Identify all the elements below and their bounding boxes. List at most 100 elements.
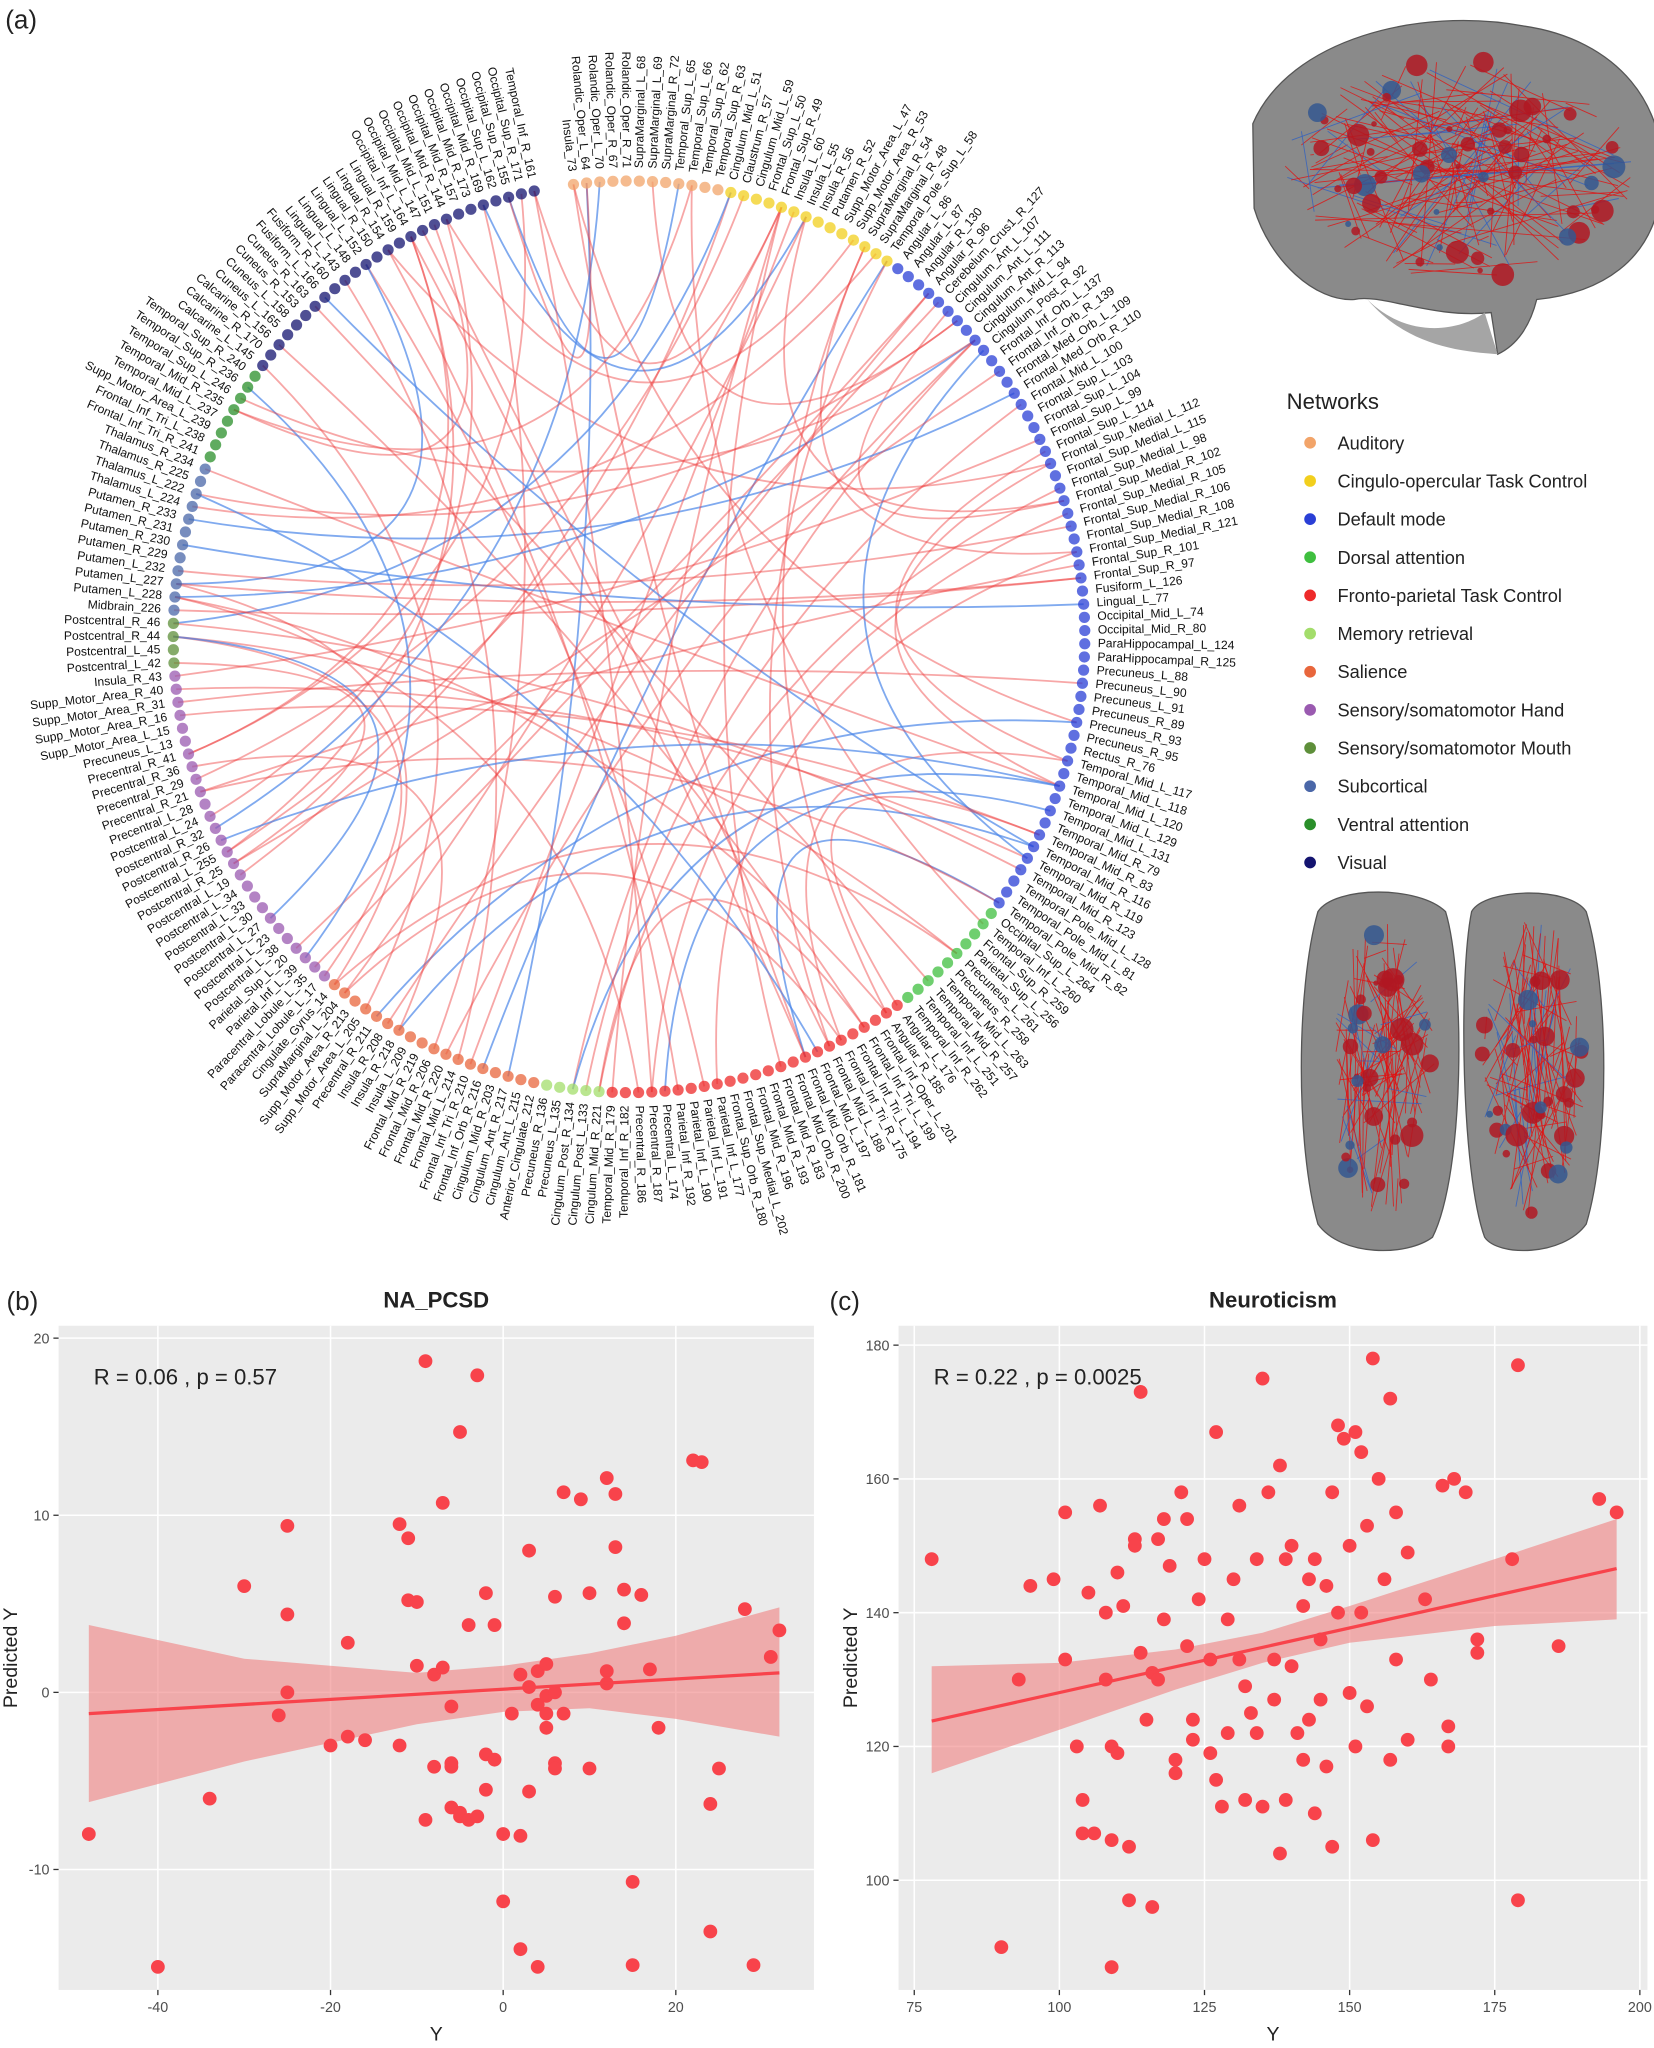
x-tick-label: 0 — [499, 2000, 507, 2016]
chord — [571, 339, 976, 1090]
chord — [324, 296, 1035, 848]
x-tick-label: 20 — [668, 2000, 684, 2016]
y-tick-label: 20 — [34, 1331, 50, 1347]
node — [382, 1017, 394, 1030]
brain-node — [1415, 257, 1425, 267]
node — [659, 1085, 671, 1097]
brain-node — [1338, 1158, 1358, 1178]
y-tick-label: 0 — [42, 1686, 50, 1702]
point — [1098, 1605, 1113, 1620]
chord — [819, 246, 1077, 555]
brain-node — [1491, 122, 1508, 138]
node — [174, 709, 186, 721]
brain-connection — [1404, 1051, 1408, 1114]
node — [194, 475, 207, 487]
point — [418, 1354, 433, 1369]
node — [167, 630, 179, 643]
chord — [174, 438, 1041, 678]
point — [1232, 1498, 1247, 1513]
point — [1342, 1686, 1357, 1700]
x-tick-label: 125 — [1193, 2000, 1217, 2016]
node — [515, 1074, 527, 1086]
point — [1377, 1572, 1392, 1587]
brain-connection — [1530, 990, 1547, 1120]
brain-node — [1470, 251, 1485, 265]
node-label: Postcentral_R_44 — [64, 629, 161, 643]
point — [651, 1720, 666, 1735]
point — [1046, 1572, 1061, 1587]
node — [1078, 651, 1090, 663]
node — [183, 513, 195, 525]
brain-node — [1433, 209, 1440, 215]
node — [221, 415, 234, 427]
brain-connection — [1335, 116, 1519, 161]
node — [1034, 433, 1046, 445]
node — [167, 617, 180, 629]
point — [1156, 1512, 1171, 1526]
brain-connection — [1470, 64, 1571, 112]
point — [1470, 1632, 1485, 1647]
brain-node — [1555, 1086, 1573, 1103]
point — [1185, 1712, 1200, 1727]
node — [699, 181, 711, 193]
chord — [233, 370, 1001, 865]
point — [1104, 1960, 1119, 1975]
legend-label: Memory retrieval — [1337, 623, 1473, 644]
point — [1354, 1445, 1369, 1460]
node — [360, 1003, 372, 1015]
brain-node — [1566, 205, 1580, 219]
chord — [572, 184, 807, 1058]
figure-content: (a)Insula_73Rolandic_Oper_L_64Rolandic_O… — [0, 5, 1654, 2046]
chord — [445, 339, 976, 1055]
point — [453, 1425, 467, 1439]
point — [444, 1699, 459, 1714]
point — [323, 1738, 338, 1753]
node-label: Temporal_Inf_R_182 — [617, 1105, 632, 1218]
point — [1307, 1806, 1322, 1821]
point — [1423, 1672, 1438, 1687]
legend-label: Sensory/somatomotor Hand — [1337, 699, 1564, 720]
chord — [314, 305, 929, 982]
brain-connection — [1524, 1135, 1572, 1160]
point — [1133, 1645, 1148, 1660]
legend-label: Sensory/somatomotor Mouth — [1337, 738, 1571, 759]
brain-node — [1345, 1140, 1355, 1150]
brain-node — [1374, 1036, 1392, 1054]
point — [1284, 1538, 1299, 1553]
chord — [295, 292, 930, 949]
point — [150, 1959, 165, 1974]
node — [698, 1080, 710, 1092]
node-label: Rolandic_Oper_R_67 — [602, 52, 620, 169]
node — [234, 392, 247, 404]
node — [329, 283, 341, 295]
point — [1284, 1659, 1299, 1674]
chord — [598, 898, 865, 1092]
point — [1418, 1592, 1432, 1607]
brain-connection — [1503, 951, 1549, 1184]
point — [1209, 1772, 1224, 1787]
chord — [176, 264, 424, 585]
brain-connection — [1340, 94, 1473, 191]
point — [1278, 1793, 1293, 1807]
brain-node — [1347, 1023, 1359, 1034]
legend-title: Networks — [1287, 389, 1379, 414]
brain-node — [1412, 141, 1428, 157]
node — [1075, 572, 1087, 584]
point — [1400, 1545, 1415, 1560]
brain-connection — [1374, 997, 1424, 1035]
point — [1389, 1505, 1403, 1520]
brain-node — [1398, 1178, 1410, 1189]
chord — [314, 301, 940, 968]
point — [625, 1958, 640, 1973]
chord — [179, 705, 1040, 836]
brain-connection — [1284, 165, 1310, 190]
chord — [173, 577, 1082, 616]
chord — [651, 181, 958, 405]
brain-node — [1445, 240, 1469, 264]
node — [169, 670, 181, 682]
point — [1313, 1692, 1328, 1707]
node — [416, 1037, 428, 1049]
node — [1015, 864, 1027, 876]
chord — [200, 757, 1000, 904]
chord — [507, 182, 592, 359]
